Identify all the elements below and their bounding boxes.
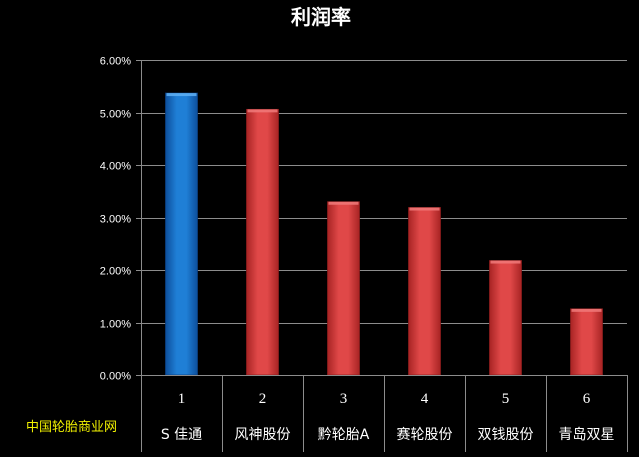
x-category-label: 青岛双星: [559, 427, 615, 443]
x-category-index: 6: [583, 391, 591, 407]
x-category-index: 5: [502, 391, 510, 407]
y-tick-label: 6.00%: [100, 56, 131, 68]
x-category-index: 1: [178, 391, 186, 407]
bar: [165, 92, 198, 376]
bar-cap: [328, 201, 359, 205]
x-category-label: 双钱股份: [478, 427, 534, 443]
bar: [246, 108, 279, 376]
x-category-index: 2: [259, 391, 267, 407]
bar-cap: [247, 109, 278, 113]
x-category-label: 风神股份: [235, 427, 291, 443]
bar-layer: [165, 92, 603, 376]
y-tick-label: 4.00%: [100, 161, 131, 173]
bar-cap: [166, 93, 197, 97]
bar-cap: [571, 308, 602, 312]
chart-title: 利润率: [291, 5, 351, 29]
bar: [327, 201, 360, 376]
bar-cap: [490, 260, 521, 264]
y-tick-label: 0.00%: [100, 371, 131, 383]
y-tick-label: 5.00%: [100, 109, 131, 121]
x-category-label: 黔轮胎A: [318, 427, 370, 443]
bar: [489, 260, 522, 376]
y-tick-label: 3.00%: [100, 214, 131, 226]
axis-layer: 0.00% 1.00% 2.00% 3.00% 4.00% 5.00% 6.00% 1 S 佳通…: [100, 56, 628, 452]
bar: [408, 207, 441, 376]
y-tick-label: 2.00%: [100, 266, 131, 278]
bar: [570, 308, 603, 376]
watermark: 中国轮胎商业网: [26, 420, 118, 435]
x-category-index: 3: [340, 391, 348, 407]
x-category-index: 4: [421, 391, 429, 407]
grid-layer: [141, 60, 627, 324]
x-category-label: 赛轮股份: [397, 427, 453, 443]
y-tick-label: 1.00%: [100, 319, 131, 331]
x-category-label: S 佳通: [161, 427, 202, 443]
bar-cap: [409, 207, 440, 211]
